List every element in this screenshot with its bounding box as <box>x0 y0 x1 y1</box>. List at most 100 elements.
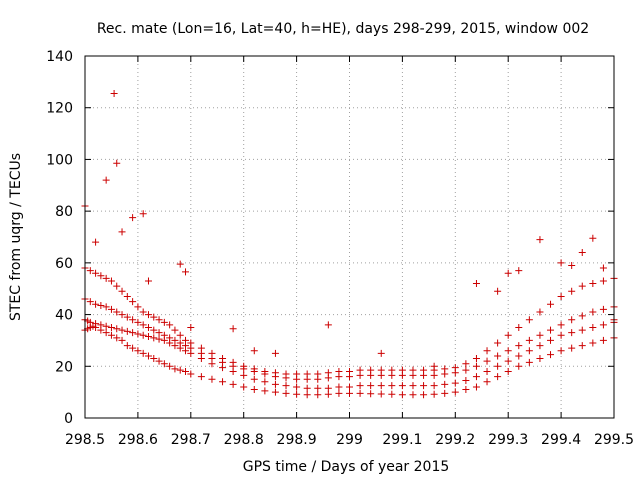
data-point <box>335 389 343 397</box>
data-point <box>430 390 438 398</box>
data-point <box>208 349 216 357</box>
data-point <box>599 277 607 285</box>
data-point <box>599 305 607 313</box>
data-point <box>346 367 353 375</box>
data-point <box>504 347 512 355</box>
data-point <box>536 331 544 339</box>
data-point <box>367 366 375 374</box>
data-point <box>472 362 480 370</box>
data-point <box>441 389 449 397</box>
data-point <box>346 389 353 397</box>
data-point <box>118 326 126 334</box>
data-point <box>472 280 480 288</box>
data-point <box>472 355 480 363</box>
data-point <box>97 272 105 280</box>
data-point <box>568 287 576 295</box>
data-point <box>160 318 168 326</box>
data-point <box>377 390 385 398</box>
data-point <box>240 383 248 391</box>
data-point <box>261 378 269 386</box>
data-point <box>240 371 248 379</box>
x-tick-label: 299.3 <box>488 432 528 448</box>
data-point <box>430 362 438 370</box>
data-point <box>139 321 147 329</box>
data-point <box>250 365 258 373</box>
data-point <box>420 391 428 399</box>
data-point <box>377 349 385 357</box>
data-point <box>92 269 100 277</box>
data-point <box>139 331 147 339</box>
data-point <box>166 362 174 370</box>
data-point <box>271 369 279 377</box>
data-point <box>176 339 184 347</box>
data-point <box>144 333 152 341</box>
data-point <box>409 382 417 390</box>
data-point <box>113 325 121 333</box>
x-tick-label: 298.6 <box>118 432 158 448</box>
data-point <box>219 378 227 386</box>
y-tick-label: 140 <box>46 49 73 65</box>
data-point <box>271 388 279 396</box>
y-tick-label: 0 <box>64 411 73 427</box>
data-point <box>557 321 565 329</box>
data-point <box>155 357 163 365</box>
data-point <box>388 366 396 374</box>
data-point <box>86 318 94 326</box>
data-point <box>599 321 607 329</box>
data-point <box>547 300 555 308</box>
data-point <box>219 355 227 363</box>
data-point <box>171 365 179 373</box>
data-point <box>504 367 512 375</box>
data-point <box>388 382 396 390</box>
data-point <box>102 176 110 184</box>
data-point <box>144 277 152 285</box>
data-point <box>547 336 555 344</box>
data-point <box>557 259 565 267</box>
data-point <box>118 311 126 319</box>
data-point <box>293 390 301 398</box>
data-point <box>525 358 533 366</box>
data-point <box>155 316 163 324</box>
data-point <box>150 355 158 363</box>
data-point <box>589 280 597 288</box>
x-axis-label: GPS time / Days of year 2015 <box>243 459 450 475</box>
data-point <box>123 327 131 335</box>
data-point <box>547 326 555 334</box>
data-point <box>182 336 190 344</box>
data-point <box>536 355 544 363</box>
data-point <box>398 391 406 399</box>
data-point <box>187 324 195 331</box>
data-point <box>568 344 576 352</box>
data-point <box>599 264 607 272</box>
data-point <box>578 282 586 290</box>
data-point <box>139 210 147 218</box>
data-point <box>229 325 237 333</box>
data-point <box>536 308 544 316</box>
data-point <box>150 326 158 334</box>
data-point <box>118 336 126 344</box>
data-point <box>536 236 544 244</box>
data-point <box>409 391 417 399</box>
data-point <box>483 367 491 375</box>
data-point <box>166 321 174 329</box>
data-point <box>97 302 105 310</box>
x-tick-label: 299.4 <box>541 432 581 448</box>
data-point <box>578 326 586 334</box>
data-point <box>129 329 137 337</box>
data-point <box>160 360 168 368</box>
data-point <box>536 342 544 350</box>
data-point <box>129 344 137 352</box>
data-point <box>504 269 512 277</box>
data-point <box>314 384 322 392</box>
data-point <box>102 274 110 282</box>
data-point <box>250 375 258 383</box>
data-point <box>589 339 597 347</box>
data-point <box>271 380 279 388</box>
data-point <box>107 331 115 339</box>
data-point <box>92 320 100 328</box>
data-point <box>356 389 364 397</box>
data-point <box>303 384 311 392</box>
data-point <box>515 362 523 370</box>
data-point <box>515 342 523 350</box>
data-point <box>324 384 332 392</box>
